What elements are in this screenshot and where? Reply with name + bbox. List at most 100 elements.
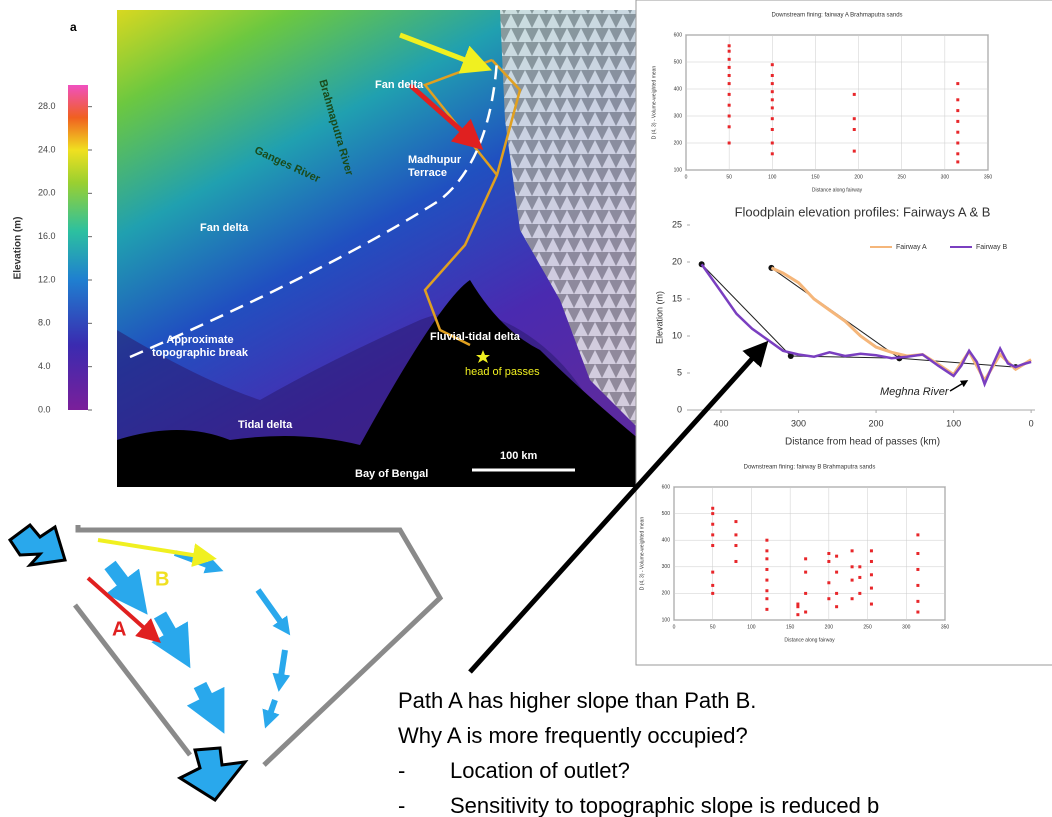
point (850, 597, 854, 601)
point (727, 82, 731, 86)
point (765, 557, 769, 561)
point (727, 125, 731, 129)
fairway-b-path (423, 59, 522, 347)
y-tick-label: 100 (674, 167, 683, 173)
point (956, 152, 960, 156)
path-a-label: A (112, 618, 126, 640)
colorbar-tick-label: 0.0 (38, 404, 51, 414)
point (765, 607, 769, 611)
x-tick-label: 0 (673, 624, 676, 630)
x-tick-label: 50 (726, 174, 732, 180)
x-tick-label: 350 (984, 174, 993, 180)
diagram-outline (75, 525, 444, 767)
point (770, 117, 774, 121)
y-tick-label: 10 (672, 330, 682, 340)
point (770, 82, 774, 86)
y-tick-label: 500 (674, 59, 683, 65)
point (711, 570, 715, 574)
point (869, 549, 873, 553)
point (956, 130, 960, 134)
bullet-marker: - (398, 793, 405, 817)
point (765, 589, 769, 593)
point (852, 128, 856, 131)
slide-text: Path A has higher slope than Path B. Why… (398, 688, 879, 817)
point (770, 90, 774, 94)
bullet-text: Location of outlet? (450, 758, 630, 783)
point (770, 98, 774, 102)
point (869, 602, 873, 606)
panel-label: a (70, 20, 77, 34)
chart: Downstream fining: fairway A Brahmaputra… (651, 13, 992, 194)
point (727, 57, 731, 61)
map-label: Madhupur (408, 154, 462, 166)
point (711, 512, 715, 516)
point (916, 610, 920, 614)
point (827, 552, 831, 555)
point (770, 106, 774, 110)
point (796, 613, 800, 617)
point (956, 98, 960, 102)
y-tick-label: 100 (662, 617, 671, 623)
point (956, 82, 960, 86)
point (835, 605, 839, 609)
annotation: Meghna River (880, 386, 950, 398)
map-label: Fluvial-tidal delta (430, 331, 521, 343)
point (734, 544, 738, 548)
point (765, 549, 769, 553)
x-tick-label: 150 (811, 174, 820, 180)
y-tick-label: 500 (662, 511, 671, 517)
y-tick-label: 15 (672, 293, 682, 303)
path-b-label: B (155, 568, 169, 590)
chart: Downstream fining: fairway B Brahmaputra… (639, 465, 949, 644)
point (827, 559, 831, 563)
x-tick-label: 150 (786, 624, 795, 630)
colorbar-tick-label: 16.0 (38, 231, 56, 241)
y-tick-label: 20 (672, 256, 682, 266)
map-label: topographic break (152, 347, 249, 359)
x-tick-label: 300 (791, 418, 806, 428)
point (956, 109, 960, 113)
map-label: head of passes (465, 366, 540, 378)
point (956, 141, 960, 145)
y-axis-label: D (4, 3) - Volume-weighted mean (651, 66, 657, 140)
point (765, 567, 769, 571)
point (916, 599, 920, 603)
series-line (700, 263, 1032, 388)
head-star (476, 350, 490, 363)
point (770, 63, 774, 67)
point (734, 520, 738, 524)
x-tick-label: 250 (863, 624, 872, 630)
annotation-arrow (949, 380, 969, 392)
yellow-arrow (399, 32, 493, 74)
point (765, 538, 769, 542)
x-tick-label: 350 (941, 624, 950, 630)
point (727, 92, 731, 96)
map-label: 100 km (500, 450, 538, 462)
legend-label: Fairway A (896, 244, 927, 251)
chart-title: Floodplain elevation profiles: Fairways … (735, 204, 991, 219)
point (727, 141, 731, 145)
figure-panel (635, 0, 1052, 666)
bullet-marker: - (398, 758, 405, 783)
map-label: Fan delta (375, 79, 424, 91)
colorbar-tick-label: 12.0 (38, 274, 56, 284)
y-tick-label: 5 (677, 367, 682, 377)
point (727, 114, 731, 118)
map-label: Terrace (408, 167, 447, 179)
point (734, 559, 738, 563)
point (711, 583, 715, 587)
point (852, 92, 856, 96)
inlet-arrow (7, 522, 67, 568)
point (727, 49, 731, 53)
diagram: B A (7, 522, 444, 802)
x-tick-label: 200 (854, 174, 863, 180)
chart-title: Downstream fining: fairway A Brahmaputra… (771, 13, 902, 19)
map-hills (500, 10, 640, 430)
point (796, 602, 800, 606)
x-tick-label: 300 (941, 174, 950, 180)
diagram-outline (73, 603, 192, 757)
chart-title: Downstream fining: fairway B Brahmaputra… (744, 465, 876, 471)
x-tick-label: 300 (902, 624, 911, 630)
